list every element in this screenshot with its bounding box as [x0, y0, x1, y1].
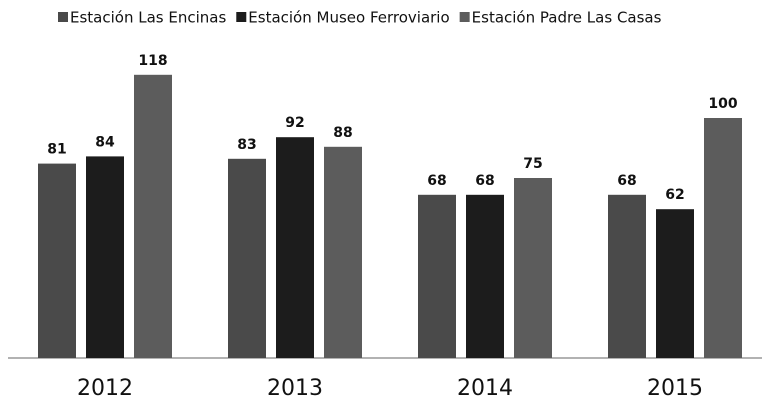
legend-swatch — [459, 12, 470, 22]
bar — [86, 156, 124, 358]
legend-label: Estación Las Encinas — [70, 9, 226, 27]
x-tick-label: 2015 — [647, 376, 703, 401]
value-label: 75 — [523, 156, 542, 172]
bar — [134, 74, 172, 359]
value-label: 68 — [475, 173, 494, 189]
value-label: 100 — [708, 96, 737, 112]
legend-swatch — [236, 12, 247, 22]
bar — [418, 194, 456, 358]
value-label: 118 — [138, 53, 167, 69]
bar — [38, 163, 76, 358]
legend-label: Estación Museo Ferroviario — [248, 9, 449, 27]
x-tick-label: 2012 — [77, 376, 133, 401]
bar — [276, 137, 314, 358]
value-label: 92 — [285, 115, 304, 131]
value-label: 68 — [617, 173, 636, 189]
value-label: 81 — [47, 142, 66, 158]
value-label: 88 — [333, 125, 352, 141]
value-label: 62 — [665, 187, 684, 203]
value-label: 83 — [237, 137, 256, 153]
bar — [704, 118, 742, 358]
legend-swatch — [58, 12, 68, 22]
bar — [608, 194, 646, 358]
x-tick-label: 2014 — [457, 376, 513, 401]
bar — [466, 194, 504, 358]
value-label: 84 — [95, 134, 115, 150]
x-tick-label: 2013 — [267, 376, 323, 401]
legend-label: Estación Padre Las Casas — [472, 9, 662, 27]
bar — [514, 178, 552, 358]
bar — [324, 146, 362, 358]
bar — [228, 158, 266, 358]
bar — [656, 209, 694, 358]
value-label: 68 — [427, 173, 446, 189]
